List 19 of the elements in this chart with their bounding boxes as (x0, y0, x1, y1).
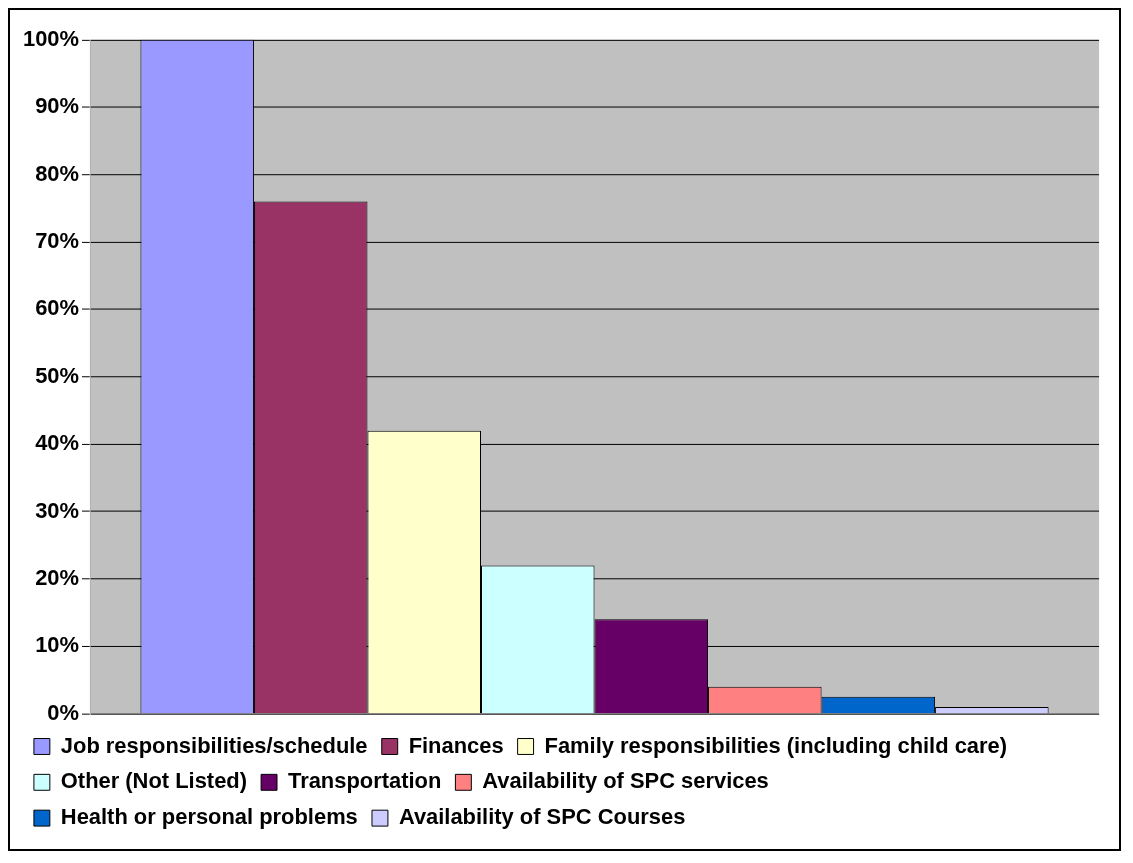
legend-label: Job responsibilities/schedule (60, 732, 368, 758)
y-tick-label: 70% (35, 228, 80, 254)
legend-label: Finances (408, 732, 504, 758)
y-tick-label: 0% (47, 699, 80, 725)
y-tick-label: 80% (35, 160, 80, 186)
legend-label: Health or personal problems (60, 804, 358, 830)
y-tick-label: 60% (35, 295, 80, 321)
legend-label: Availability of SPC Courses (398, 804, 686, 830)
y-tick-label: 100% (22, 25, 80, 51)
y-tick-label: 40% (35, 430, 80, 456)
y-tick-label: 90% (35, 93, 80, 119)
y-tick-label: 30% (35, 497, 80, 523)
legend-label: Other (Not Listed) (60, 768, 247, 794)
legend-label: Transportation (287, 768, 442, 794)
legend-label: Family responsibilities (including child care) (544, 732, 1008, 758)
y-tick-label: 10% (35, 632, 80, 658)
y-tick-label: 50% (35, 362, 80, 388)
y-tick-label: 20% (35, 564, 80, 590)
legend-label: Availability of SPC services (482, 768, 769, 794)
